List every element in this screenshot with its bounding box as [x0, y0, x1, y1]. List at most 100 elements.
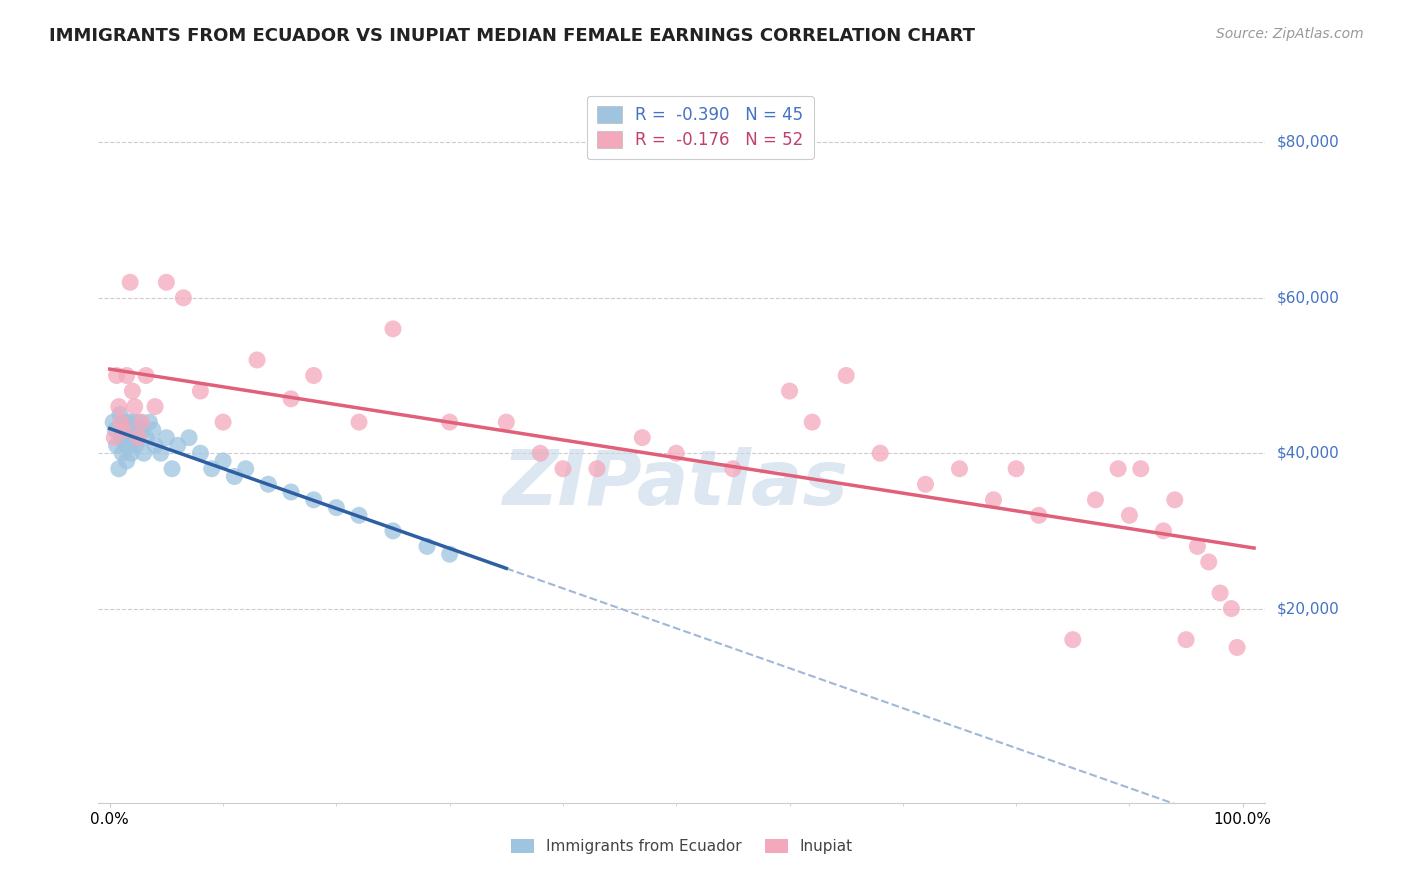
Text: IMMIGRANTS FROM ECUADOR VS INUPIAT MEDIAN FEMALE EARNINGS CORRELATION CHART: IMMIGRANTS FROM ECUADOR VS INUPIAT MEDIA… [49, 27, 976, 45]
Point [280, 392, 302, 406]
Point [1209, 586, 1232, 600]
Point [665, 446, 688, 460]
Point [115, 368, 138, 383]
Point [120, 446, 142, 460]
Point [302, 492, 325, 507]
Point [112, 423, 135, 437]
Point [1164, 492, 1187, 507]
Point [983, 492, 1005, 507]
Point [172, 291, 194, 305]
Text: $80,000: $80,000 [1277, 135, 1340, 150]
Point [914, 477, 936, 491]
Point [110, 431, 132, 445]
Point [114, 438, 136, 452]
Point [122, 415, 145, 429]
Legend: Immigrants from Ecuador, Inupiat: Immigrants from Ecuador, Inupiat [505, 833, 859, 860]
Point [224, 469, 246, 483]
Point [121, 431, 143, 445]
Point [108, 400, 131, 414]
Point [1152, 524, 1174, 538]
Point [235, 461, 257, 475]
Point [121, 384, 143, 398]
Point [529, 446, 551, 460]
Point [103, 431, 125, 445]
Point [1187, 540, 1209, 554]
Point [138, 415, 160, 429]
Point [104, 423, 127, 437]
Point [131, 423, 153, 437]
Point [190, 446, 212, 460]
Point [779, 384, 801, 398]
Point [101, 415, 124, 429]
Point [114, 415, 136, 429]
Point [1084, 492, 1107, 507]
Point [1107, 461, 1129, 475]
Point [128, 415, 150, 429]
Point [127, 431, 149, 445]
Point [495, 415, 517, 429]
Point [117, 423, 139, 437]
Point [325, 500, 347, 515]
Point [1198, 555, 1220, 569]
Point [1118, 508, 1140, 523]
Point [127, 431, 149, 445]
Text: $60,000: $60,000 [1277, 290, 1340, 305]
Point [280, 485, 302, 500]
Point [142, 423, 165, 437]
Point [115, 454, 138, 468]
Point [257, 477, 280, 491]
Point [439, 415, 461, 429]
Point [631, 431, 654, 445]
Point [212, 415, 235, 429]
Point [302, 368, 325, 383]
Point [1062, 632, 1084, 647]
Point [382, 524, 405, 538]
Point [143, 400, 166, 414]
Text: $40,000: $40,000 [1277, 446, 1340, 460]
Point [1226, 640, 1249, 655]
Point [948, 461, 970, 475]
Point [155, 275, 177, 289]
Point [149, 446, 172, 460]
Point [869, 446, 891, 460]
Point [1005, 461, 1028, 475]
Point [347, 508, 370, 523]
Point [111, 446, 134, 460]
Point [439, 547, 461, 561]
Point [112, 423, 135, 437]
Point [382, 322, 405, 336]
Point [586, 461, 609, 475]
Point [105, 368, 128, 383]
Point [177, 431, 200, 445]
Point [143, 438, 166, 452]
Point [118, 415, 141, 429]
Point [1028, 508, 1050, 523]
Point [110, 415, 132, 429]
Point [132, 446, 155, 460]
Point [120, 438, 142, 452]
Point [155, 431, 177, 445]
Point [1129, 461, 1152, 475]
Point [416, 540, 439, 554]
Point [190, 384, 212, 398]
Point [125, 438, 148, 452]
Point [551, 461, 574, 475]
Point [131, 415, 153, 429]
Point [166, 438, 188, 452]
Point [108, 408, 131, 422]
Point [721, 461, 744, 475]
Point [201, 461, 224, 475]
Point [135, 431, 157, 445]
Point [1220, 601, 1243, 615]
Text: ZIPatlas: ZIPatlas [503, 447, 849, 521]
Point [124, 400, 146, 414]
Point [347, 415, 370, 429]
Point [1175, 632, 1198, 647]
Point [212, 454, 235, 468]
Point [801, 415, 824, 429]
Point [120, 275, 142, 289]
Point [835, 368, 858, 383]
Point [135, 368, 157, 383]
Point [246, 353, 269, 368]
Text: Source: ZipAtlas.com: Source: ZipAtlas.com [1216, 27, 1364, 41]
